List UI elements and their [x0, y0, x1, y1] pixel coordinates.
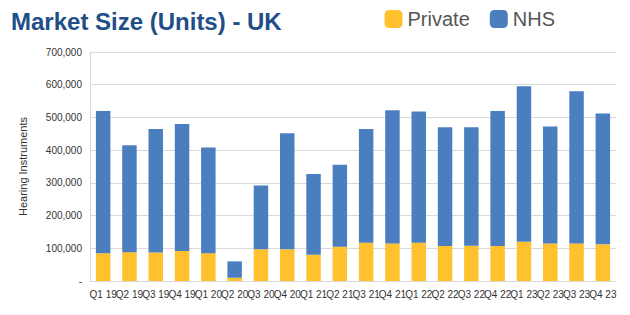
svg-text:500,000: 500,000: [46, 112, 83, 123]
svg-text:Q2 20: Q2 20: [221, 289, 249, 300]
svg-text:700,000: 700,000: [46, 47, 83, 58]
svg-text:Q2 19: Q2 19: [116, 289, 144, 300]
svg-text:Q3 21: Q3 21: [353, 289, 381, 300]
svg-text:100,000: 100,000: [46, 243, 83, 254]
svg-text:Q3 19: Q3 19: [142, 289, 170, 300]
svg-text:Q2 23: Q2 23: [537, 289, 565, 300]
svg-text:Q2 21: Q2 21: [326, 289, 354, 300]
svg-text:Q4 19: Q4 19: [168, 289, 196, 300]
svg-text:Q3 22: Q3 22: [458, 289, 486, 300]
svg-text:Market Size (Units) - UK: Market Size (Units) - UK: [11, 8, 282, 35]
svg-text:Hearing Instruments: Hearing Instruments: [17, 116, 29, 216]
svg-text:NHS: NHS: [513, 8, 555, 30]
svg-text:Q4 23: Q4 23: [589, 289, 617, 300]
svg-text:Q4 20: Q4 20: [274, 289, 302, 300]
svg-text:Q4 21: Q4 21: [379, 289, 407, 300]
svg-text:600,000: 600,000: [46, 79, 83, 90]
svg-text:Q1 21: Q1 21: [300, 289, 328, 300]
svg-text:Q4 22: Q4 22: [484, 289, 512, 300]
svg-text:Private: Private: [408, 8, 470, 30]
svg-text:Q2 22: Q2 22: [431, 289, 459, 300]
svg-text:200,000: 200,000: [46, 210, 83, 221]
svg-text:Q1 23: Q1 23: [510, 289, 538, 300]
svg-text:Q1 20: Q1 20: [195, 289, 223, 300]
svg-text:400,000: 400,000: [46, 145, 83, 156]
svg-text:300,000: 300,000: [46, 177, 83, 188]
svg-text:-: -: [79, 276, 82, 287]
svg-text:Q1 19: Q1 19: [90, 289, 118, 300]
svg-text:Q1 22: Q1 22: [405, 289, 433, 300]
svg-text:Q3 23: Q3 23: [563, 289, 591, 300]
svg-text:Q3 20: Q3 20: [247, 289, 275, 300]
